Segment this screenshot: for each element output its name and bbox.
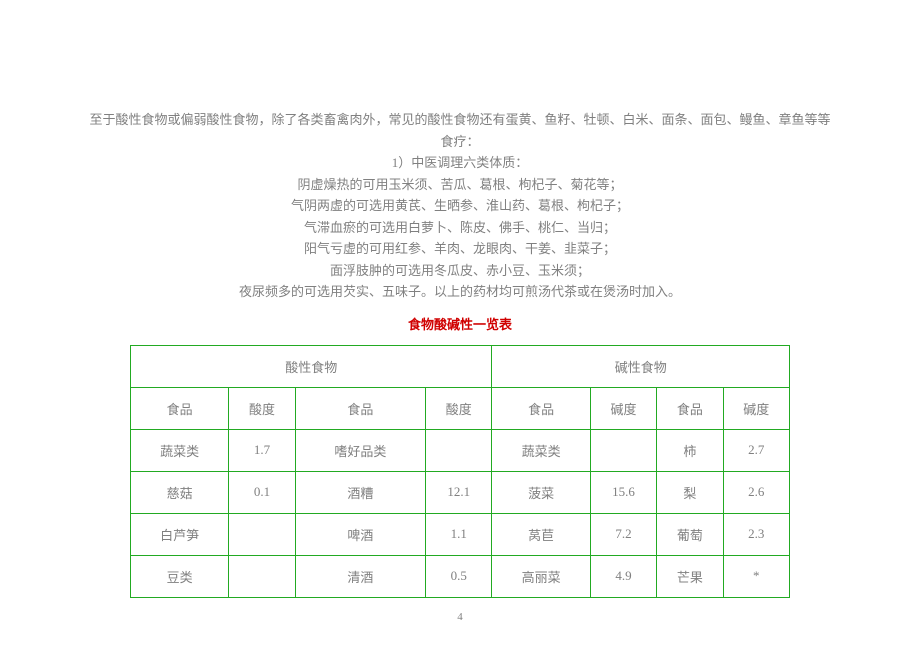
- paragraph-5: 气阴两虚的可选用黄芪、生晒参、淮山药、葛根、枸杞子；: [0, 196, 920, 216]
- table-cell: 0.1: [229, 471, 295, 513]
- paragraph-9: 夜尿频多的可选用芡实、五味子。以上的药材均可煎汤代茶或在煲汤时加入。: [0, 282, 920, 302]
- table-row: 蔬菜类 1.7 嗜好品类 蔬菜类 柿 2.7: [131, 429, 790, 471]
- table-cell: 15.6: [590, 471, 656, 513]
- table-cell: 菠菜: [492, 471, 590, 513]
- page-number: 4: [0, 611, 920, 623]
- table-header-row-1: 酸性食物 碱性食物: [131, 345, 790, 387]
- table-cell: 2.7: [723, 429, 789, 471]
- table-row: 慈菇 0.1 酒糟 12.1 菠菜 15.6 梨 2.6: [131, 471, 790, 513]
- table-cell: 1.1: [426, 513, 492, 555]
- col-header: 碱度: [590, 387, 656, 429]
- paragraph-3: 1）中医调理六类体质：: [0, 153, 920, 173]
- paragraph-7: 阳气亏虚的可用红参、羊肉、龙眼肉、干姜、韭菜子；: [0, 239, 920, 259]
- paragraph-2: 食疗：: [0, 132, 920, 152]
- paragraph-4: 阴虚燥热的可用玉米须、苦瓜、葛根、枸杞子、菊花等；: [0, 175, 920, 195]
- col-header: 酸度: [426, 387, 492, 429]
- table-row: 白芦笋 啤酒 1.1 莴苣 7.2 葡萄 2.3: [131, 513, 790, 555]
- table-cell: 白芦笋: [131, 513, 229, 555]
- table-cell: 2.6: [723, 471, 789, 513]
- table-cell: 蔬菜类: [492, 429, 590, 471]
- header-acidic: 酸性食物: [131, 345, 492, 387]
- table-cell: *: [723, 555, 789, 597]
- col-header: 食品: [657, 387, 723, 429]
- table-cell: 嗜好品类: [295, 429, 425, 471]
- table-cell: 芒果: [657, 555, 723, 597]
- table-cell: 啤酒: [295, 513, 425, 555]
- table-cell: 清酒: [295, 555, 425, 597]
- table-cell: 柿: [657, 429, 723, 471]
- header-alkaline: 碱性食物: [492, 345, 790, 387]
- table-header-row-2: 食品 酸度 食品 酸度 食品 碱度 食品 碱度: [131, 387, 790, 429]
- paragraph-6: 气滞血瘀的可选用白萝卜、陈皮、佛手、桃仁、当归；: [0, 218, 920, 238]
- table-cell: 蔬菜类: [131, 429, 229, 471]
- table-cell: [229, 513, 295, 555]
- table-cell: 12.1: [426, 471, 492, 513]
- table-cell: [229, 555, 295, 597]
- table-cell: 高丽菜: [492, 555, 590, 597]
- table-cell: 豆类: [131, 555, 229, 597]
- col-header: 食品: [131, 387, 229, 429]
- col-header: 食品: [295, 387, 425, 429]
- col-header: 酸度: [229, 387, 295, 429]
- table-row: 豆类 清酒 0.5 高丽菜 4.9 芒果 *: [131, 555, 790, 597]
- table-cell: [590, 429, 656, 471]
- table-cell: 梨: [657, 471, 723, 513]
- table-cell: 2.3: [723, 513, 789, 555]
- table-cell: 莴苣: [492, 513, 590, 555]
- table-cell: 4.9: [590, 555, 656, 597]
- paragraph-8: 面浮肢肿的可选用冬瓜皮、赤小豆、玉米须；: [0, 261, 920, 281]
- table-cell: 0.5: [426, 555, 492, 597]
- col-header: 食品: [492, 387, 590, 429]
- food-acidity-table: 酸性食物 碱性食物 食品 酸度 食品 酸度 食品 碱度 食品 碱度 蔬菜类 1.…: [130, 345, 790, 598]
- table-cell: 慈菇: [131, 471, 229, 513]
- table-title: 食物酸碱性一览表: [0, 314, 920, 333]
- col-header: 碱度: [723, 387, 789, 429]
- table-cell: [426, 429, 492, 471]
- table-cell: 葡萄: [657, 513, 723, 555]
- paragraph-1: 至于酸性食物或偏弱酸性食物，除了各类畜禽肉外，常见的酸性食物还有蛋黄、鱼籽、牡顿…: [0, 110, 920, 130]
- document-content: 至于酸性食物或偏弱酸性食物，除了各类畜禽肉外，常见的酸性食物还有蛋黄、鱼籽、牡顿…: [0, 110, 920, 598]
- table-cell: 酒糟: [295, 471, 425, 513]
- table-cell: 1.7: [229, 429, 295, 471]
- table-cell: 7.2: [590, 513, 656, 555]
